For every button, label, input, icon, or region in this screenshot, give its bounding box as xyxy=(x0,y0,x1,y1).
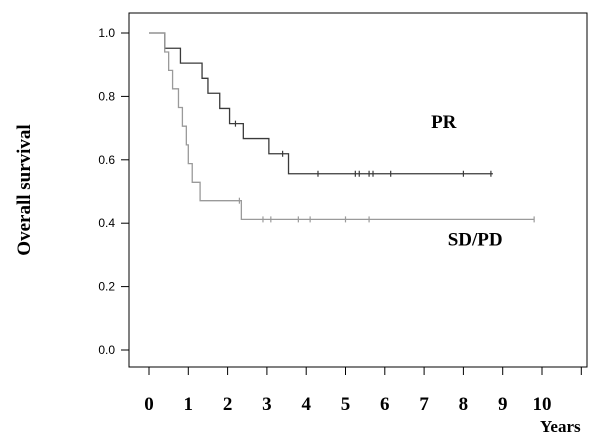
y-tick-label: 0.4 xyxy=(98,216,115,230)
series-pr xyxy=(149,32,493,177)
y-axis: 0.0 0.2 0.4 0.6 0.8 1.0 xyxy=(98,26,129,357)
x-axis: 0 1 2 3 4 5 6 7 8 9 10 xyxy=(144,367,582,415)
x-tick-label: 2 xyxy=(223,394,233,415)
survival-curve-line xyxy=(149,32,493,175)
x-tick-label: 4 xyxy=(301,394,311,415)
series-annotation-label: SD/PD xyxy=(448,229,503,250)
axes xyxy=(128,12,588,368)
x-tick-label: 3 xyxy=(262,394,272,415)
series-sd-pd xyxy=(149,32,535,223)
x-tick-label: 7 xyxy=(419,394,429,415)
y-tick-label: 0.0 xyxy=(98,343,115,357)
x-tick-label: 8 xyxy=(459,394,469,415)
x-tick-label: 1 xyxy=(184,394,194,415)
annotation-layer: PR SD/PD xyxy=(431,112,503,250)
x-tick-label: 0 xyxy=(144,394,154,415)
series-layer xyxy=(149,32,535,223)
y-axis-label: Overall survival xyxy=(14,124,35,255)
x-tick-label: 5 xyxy=(341,394,351,415)
y-tick-label: 1.0 xyxy=(98,26,115,40)
x-tick-label: 6 xyxy=(380,394,390,415)
series-annotation-label: PR xyxy=(431,112,457,133)
y-tick-label: 0.8 xyxy=(98,89,115,103)
y-tick-label: 0.6 xyxy=(98,153,115,167)
y-tick-label: 0.2 xyxy=(98,280,115,294)
x-tick-label: 9 xyxy=(498,394,508,415)
survival-curve-line xyxy=(149,32,535,221)
x-tick-label: 10 xyxy=(533,394,552,415)
x-axis-label: Years xyxy=(540,417,581,436)
plot-frame xyxy=(128,12,588,368)
